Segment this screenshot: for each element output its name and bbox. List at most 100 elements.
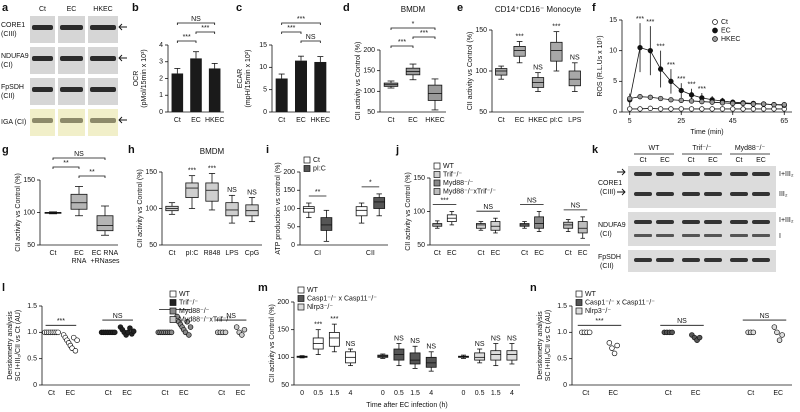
x-tick-label: EC xyxy=(578,250,588,257)
bracket xyxy=(52,166,80,169)
y-tick-label: 0 xyxy=(563,382,567,389)
significance: NS xyxy=(527,197,537,204)
point xyxy=(112,329,118,336)
box xyxy=(490,350,502,361)
blot-band xyxy=(730,220,748,224)
x-tick-label: EC xyxy=(191,117,201,124)
blot-band xyxy=(32,118,53,123)
y-tick-label: 50 xyxy=(287,224,295,231)
box xyxy=(320,217,333,231)
point xyxy=(127,325,133,331)
significance: NS xyxy=(483,204,493,211)
bracket xyxy=(195,31,216,34)
point xyxy=(241,326,248,333)
blot-band xyxy=(704,220,722,224)
protein-label: NDUFA9 xyxy=(598,222,626,229)
bracket xyxy=(390,27,436,30)
x-tick-label: EC xyxy=(515,117,525,124)
significance: NS xyxy=(74,151,84,158)
lane-label: EC xyxy=(67,6,77,13)
y-axis-label: ATP production vs control (%) xyxy=(275,162,282,254)
point xyxy=(771,106,777,112)
x-tick-label: 0 xyxy=(462,390,466,397)
complex-label: (CII) xyxy=(1,93,15,100)
x-tick-label: EC xyxy=(491,250,501,257)
significance: NS xyxy=(306,34,316,41)
legend-swatch xyxy=(433,171,441,178)
box xyxy=(513,46,526,57)
blot-band xyxy=(90,56,116,61)
point xyxy=(750,106,757,112)
panel-label: d xyxy=(343,2,350,14)
legend-label: WT xyxy=(179,291,191,298)
blot-band xyxy=(704,258,722,262)
y-tick-label: 100 xyxy=(413,208,425,215)
legend-label: Casp1⁻/⁻ x Casp11⁻/⁻ xyxy=(585,299,655,306)
group-label: WT xyxy=(649,145,661,152)
significance: NS xyxy=(227,187,237,194)
point xyxy=(609,345,615,351)
x-tick-label: Ct xyxy=(218,390,225,397)
blot-band xyxy=(682,172,700,176)
lane-label: HKEC xyxy=(93,6,112,13)
bar xyxy=(314,61,327,112)
x-tick-label: 0.5 xyxy=(313,390,323,397)
blot-band xyxy=(704,234,722,237)
x-tick-label: 5 xyxy=(628,118,632,125)
legend-swatch xyxy=(433,188,441,195)
significance: NS xyxy=(677,318,687,325)
box xyxy=(355,206,368,217)
y-tick-label: 100 xyxy=(145,205,157,212)
x-tick-label: HKEC xyxy=(205,117,224,124)
panel-label: a xyxy=(2,2,9,14)
significance: * xyxy=(412,21,415,28)
protein-label: CORE1 xyxy=(598,180,622,187)
legend-swatch xyxy=(712,36,718,42)
x-tick-label: EC xyxy=(65,390,75,397)
y-tick-label: 0.5 xyxy=(27,356,37,363)
x-tick-label: HKEC xyxy=(528,117,547,124)
bracket xyxy=(78,175,106,178)
blot-band xyxy=(634,234,652,237)
legend-swatch xyxy=(712,19,718,25)
x-tick-label: Ct xyxy=(434,250,441,257)
legend-label: Nlrp3⁻/⁻ xyxy=(585,308,611,315)
point xyxy=(647,48,653,54)
y-tick-label: 0 xyxy=(159,109,163,116)
point xyxy=(696,334,703,341)
x-tick-label: EC xyxy=(408,117,418,124)
x-tick-label: R848 xyxy=(204,250,221,257)
significance: *** xyxy=(698,86,706,93)
lane-label: Ct xyxy=(688,157,695,164)
point xyxy=(750,101,757,107)
legend-label: Ct xyxy=(721,19,728,26)
point xyxy=(774,329,780,336)
blot-band xyxy=(90,25,116,30)
y-axis-label: SC I+III₂/CII vs Ct (AU) xyxy=(15,310,22,381)
chart-title: BMDM xyxy=(200,147,225,156)
x-tick-label: EC RNA xyxy=(92,250,119,257)
box xyxy=(427,84,443,101)
y-tick-label: 150 xyxy=(277,327,289,334)
blot-band xyxy=(60,25,83,30)
arrow xyxy=(118,116,127,124)
x-tick-label: 4 xyxy=(510,390,514,397)
y-axis-label: CII activity vs Control (%) xyxy=(137,169,144,248)
x-tick-label: HKEC xyxy=(425,117,444,124)
blot-band xyxy=(730,192,748,196)
significance: *** xyxy=(201,25,209,32)
blot-band xyxy=(90,87,116,92)
point xyxy=(627,95,633,102)
blot-band xyxy=(634,192,652,196)
significance: NS xyxy=(491,335,501,342)
legend-label: Myd88⁻/⁻xTrif⁻/⁻ xyxy=(443,188,496,195)
point xyxy=(627,106,633,112)
legend-swatch xyxy=(303,165,311,172)
blot-band xyxy=(656,192,674,196)
y-tick-label: 0 xyxy=(613,109,617,116)
y-axis-label: CII activity vs Control (%) xyxy=(467,32,474,111)
bracket xyxy=(176,40,197,43)
box xyxy=(409,352,421,365)
point xyxy=(668,106,674,112)
significance: *** xyxy=(516,33,524,40)
